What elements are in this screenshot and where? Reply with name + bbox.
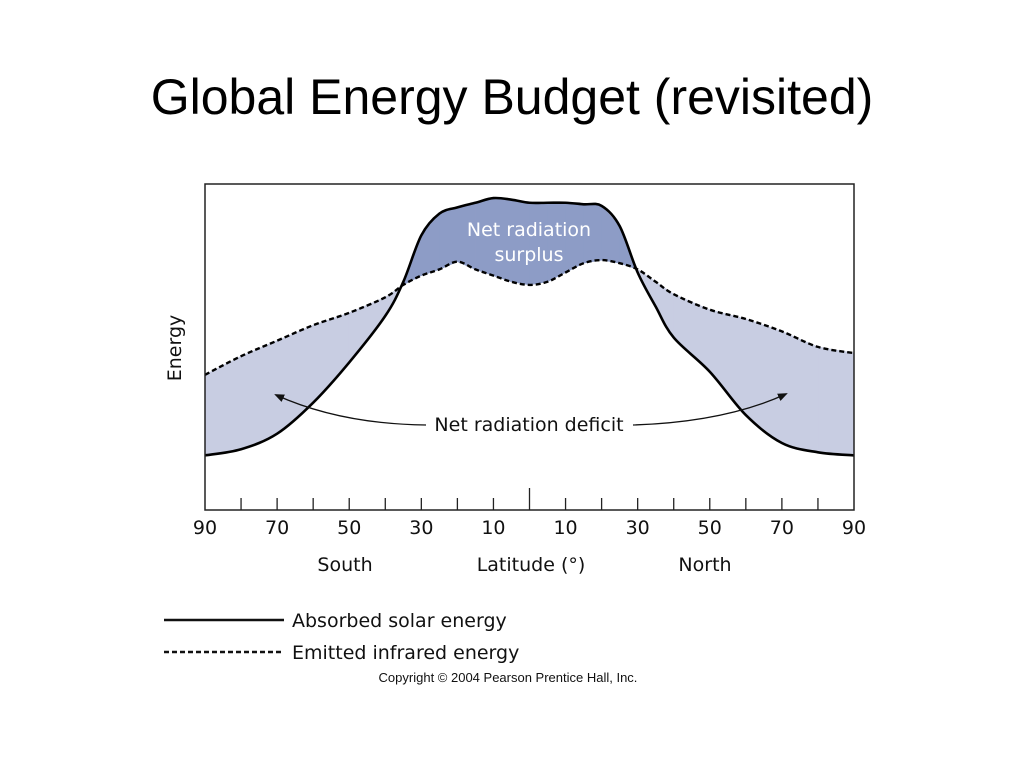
- slide-title: Global Energy Budget (revisited): [150, 69, 874, 125]
- deficit-arrow-left: [274, 394, 427, 426]
- deficit-arrow-right: [632, 393, 788, 426]
- deficit-region: [312, 312, 350, 404]
- deficit-region: [240, 340, 278, 450]
- deficit-region: [781, 330, 819, 453]
- x-tick-label: 10: [481, 517, 505, 539]
- deficit-region: [204, 355, 242, 456]
- north-label: North: [678, 554, 731, 576]
- surplus-region: [547, 202, 566, 283]
- deficit-region: [709, 309, 747, 416]
- x-tick-label: 90: [842, 517, 866, 539]
- emitted-infrared-line: [204, 258, 855, 376]
- absorbed-solar-line: [204, 196, 855, 457]
- surplus-label-line1: Net radiation: [467, 219, 591, 241]
- x-axis-ticks: [240, 488, 819, 510]
- legend-dashed-label: Emitted infrared energy: [292, 642, 519, 664]
- deficit-region: [673, 293, 711, 373]
- surplus-region: [511, 199, 530, 286]
- legend-solid-label: Absorbed solar energy: [292, 610, 507, 632]
- x-tick-label: 10: [553, 517, 577, 539]
- x-tick-label: 50: [337, 517, 361, 539]
- deficit-label: Net radiation deficit: [434, 414, 623, 436]
- chart-fills: [204, 197, 855, 456]
- chart-lines: [204, 196, 855, 457]
- x-tick-label: 70: [770, 517, 794, 539]
- surplus-region: [439, 206, 458, 270]
- x-tick-label: 70: [265, 517, 289, 539]
- deficit-region: [348, 296, 386, 364]
- y-axis-label: Energy: [164, 315, 186, 382]
- x-axis-tick-labels: 90 70 50 30 10 10 30 50 70 90: [193, 517, 866, 539]
- deficit-region: [817, 346, 855, 456]
- south-label: South: [317, 554, 372, 576]
- x-axis-label: Latitude (°): [477, 554, 586, 576]
- x-tick-label: 50: [698, 517, 722, 539]
- copyright-text: Copyright © 2004 Pearson Prentice Hall, …: [379, 670, 638, 685]
- deficit-region: [745, 318, 783, 444]
- surplus-label-line2: surplus: [494, 244, 563, 266]
- deficit-region: [276, 324, 314, 435]
- x-tick-label: 90: [193, 517, 217, 539]
- x-tick-label: 30: [626, 517, 650, 539]
- x-tick-label: 30: [409, 517, 433, 539]
